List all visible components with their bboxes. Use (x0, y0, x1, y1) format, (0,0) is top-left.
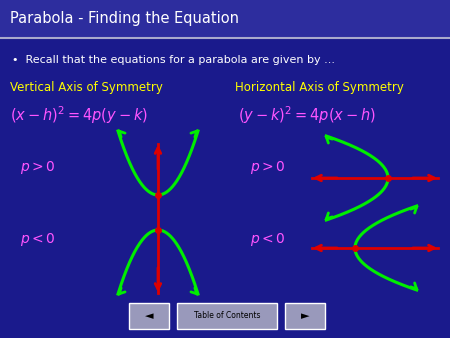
FancyBboxPatch shape (285, 303, 325, 329)
Text: •  Recall that the equations for a parabola are given by ...: • Recall that the equations for a parabo… (12, 55, 335, 65)
Text: $p<0$: $p<0$ (20, 232, 56, 248)
FancyBboxPatch shape (129, 303, 169, 329)
Text: Parabola - Finding the Equation: Parabola - Finding the Equation (10, 11, 239, 26)
Text: $p>0$: $p>0$ (20, 160, 56, 176)
Text: ►: ► (301, 311, 309, 321)
Text: Horizontal Axis of Symmetry: Horizontal Axis of Symmetry (235, 81, 404, 95)
Text: $(y-k)^2=4p(x-h)$: $(y-k)^2=4p(x-h)$ (238, 104, 376, 126)
Text: $p>0$: $p>0$ (250, 160, 286, 176)
Text: $p<0$: $p<0$ (250, 232, 286, 248)
Bar (0, 0, 450, 38)
Text: Table of Contents: Table of Contents (194, 312, 260, 320)
Text: $(x-h)^2=4p(y-k)$: $(x-h)^2=4p(y-k)$ (10, 104, 148, 126)
FancyBboxPatch shape (177, 303, 277, 329)
Text: Vertical Axis of Symmetry: Vertical Axis of Symmetry (10, 81, 163, 95)
Text: ◄: ◄ (145, 311, 153, 321)
